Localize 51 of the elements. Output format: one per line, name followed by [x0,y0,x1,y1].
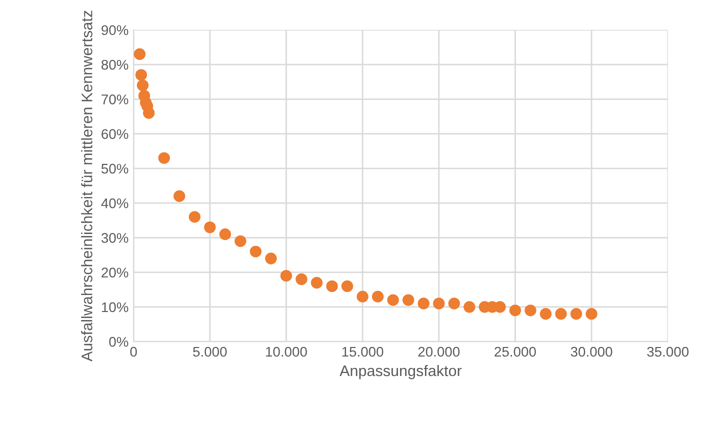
x-tick-label: 5.000 [193,346,227,357]
y-tick-label: 90% [102,25,128,36]
point [134,48,146,60]
point [310,276,323,289]
x-tick-label: 20.000 [418,346,460,357]
point [250,246,262,258]
point [524,304,536,316]
point [234,235,246,248]
point [540,308,552,320]
point [296,273,308,286]
y-tick-label: 80% [102,60,128,70]
point [448,298,460,310]
x-tick-label: 15.000 [342,346,384,357]
point [142,107,155,119]
point [219,228,232,240]
y-tick-label: 70% [102,94,128,104]
point [509,304,522,316]
y-tick-label: 30% [101,233,128,243]
x-tick-label: 30.000 [570,346,612,357]
point [387,294,399,306]
x-tick-label: 10.000 [266,346,307,357]
point [402,294,414,306]
point [341,280,354,292]
point [555,308,567,320]
y-tick-label: 50% [101,164,128,174]
point [356,290,368,302]
point [265,252,277,264]
point [135,69,148,81]
y-tick-label: 10% [102,302,128,312]
point [326,280,338,292]
x-tick-label: 35.000 [647,346,689,357]
point [418,298,430,310]
point [586,308,598,320]
y-tick-label: 0% [109,336,128,347]
point [570,308,582,320]
x-tick-label: 0 [130,346,137,357]
y-tick-label: 20% [102,268,128,278]
point [174,190,186,202]
point [433,298,445,310]
x-tick-label: 25.000 [494,346,536,357]
point [372,290,384,302]
y-tick-label: 60% [102,129,128,139]
point [188,211,200,223]
point [158,152,170,164]
point [136,79,149,92]
point [280,270,292,282]
point [204,221,216,234]
point [464,301,476,313]
y-tick-label: 40% [101,198,128,208]
y-axis-title: Ausfallwahrscheinlichkeit für mittleren Kennwertsatz [81,10,92,362]
x-axis-title: Anpassungsfaktor [340,364,462,380]
